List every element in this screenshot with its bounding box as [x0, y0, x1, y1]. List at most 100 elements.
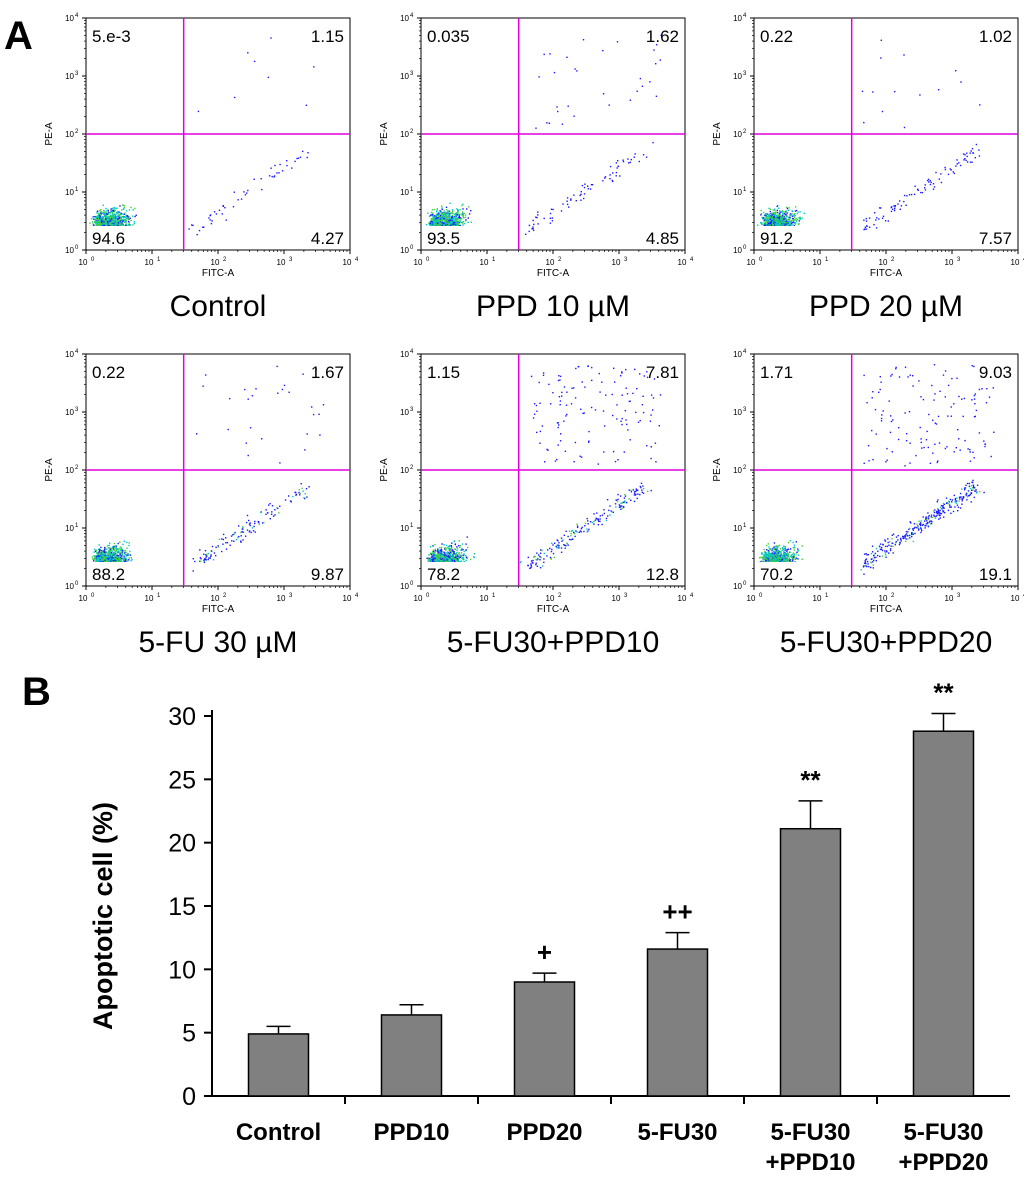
x-tick-exponent: 4 — [355, 257, 359, 263]
flow-panel: 0.22 1.02 91.2 7.57 10 0 10 0 10 1 10 1 10 2 10 2 10 3 10 3… — [668, 0, 1024, 323]
quadrant-upper-left-value: 0.22 — [92, 363, 125, 382]
quadrant-lower-left-value: 78.2 — [427, 565, 460, 584]
x-tick-label: 10 — [612, 258, 621, 267]
x-tick-exponent: 1 — [492, 257, 496, 263]
x-category-label: 5-FU30 — [637, 1119, 717, 1146]
quadrant-upper-right-value: 7.81 — [646, 363, 679, 382]
y-tick-label: 10 — [733, 408, 742, 417]
apoptosis-bar-chart: 0 5 10 15 20 25 30 Apoptotic cell (%) Control PPD… — [88, 677, 1010, 1176]
y-tick-label: 10 — [400, 350, 409, 359]
y-tick-exponent: 4 — [75, 349, 79, 355]
panel-label-a: A — [4, 14, 33, 58]
quadrant-lower-right-value: 7.57 — [979, 229, 1012, 248]
y-tick-exponent: 1 — [75, 523, 79, 529]
x-tick-label: 10 — [145, 258, 154, 267]
y-tick-label: 10 — [733, 582, 742, 591]
x-tick-exponent: 1 — [492, 593, 496, 599]
scatter-cloud — [425, 34, 662, 236]
y-tick-label: 0 — [182, 1083, 196, 1111]
x-tick-label: 10 — [945, 258, 954, 267]
bar — [779, 827, 842, 1097]
y-tick-exponent: 1 — [75, 187, 79, 193]
x-tick-label: 10 — [945, 594, 954, 603]
x-tick-label: 10 — [79, 594, 88, 603]
x-tick-exponent: 3 — [624, 257, 628, 263]
x-tick-exponent: 2 — [558, 593, 562, 599]
quadrant-lower-left-value: 88.2 — [92, 565, 125, 584]
flow-panel: 1.15 7.81 78.2 12.8 10 0 10 0 10 1 10 1 10 2 10 2 10 3 10 3… — [335, 336, 694, 659]
scatter-cloud — [425, 365, 662, 572]
significance-marker: ** — [933, 677, 954, 707]
y-tick-exponent: 2 — [743, 465, 747, 471]
y-axis-label: PE-A — [379, 458, 390, 482]
x-tick-label: 10 — [546, 594, 555, 603]
x-tick-exponent: 3 — [957, 257, 961, 263]
x-tick-exponent: 1 — [157, 257, 161, 263]
flow-panel-caption: Control — [169, 290, 267, 323]
x-tick-label: 10 — [546, 258, 555, 267]
x-tick-exponent: 0 — [426, 593, 430, 599]
y-tick-label: 10 — [400, 188, 409, 197]
y-tick-exponent: 3 — [75, 407, 79, 413]
y-axis-label: PE-A — [712, 122, 723, 146]
quadrant-lower-left-value: 93.5 — [427, 229, 460, 248]
x-tick-label: 10 — [414, 258, 423, 267]
x-tick-label: 10 — [1011, 258, 1020, 267]
y-tick-label: 25 — [168, 766, 196, 794]
flow-panel: 5.e-3 1.15 94.6 4.27 10 0 10 0 10 1 10 1 10 2 10 2 10 3 10… — [0, 0, 359, 323]
x-tick-label: 10 — [211, 594, 220, 603]
x-tick-exponent: 2 — [558, 257, 562, 263]
x-tick-exponent: 1 — [825, 593, 829, 599]
y-tick-label: 10 — [400, 524, 409, 533]
y-axis-label: PE-A — [379, 122, 390, 146]
y-tick-label: 10 — [400, 582, 409, 591]
y-tick-label: 10 — [65, 524, 74, 533]
quadrant-lower-right-value: 19.1 — [979, 565, 1012, 584]
x-tick-exponent: 0 — [759, 593, 763, 599]
x-tick-label: 10 — [480, 594, 489, 603]
x-category-label: +PPD10 — [765, 1149, 855, 1176]
y-tick-exponent: 4 — [743, 349, 747, 355]
x-axis-label: FITC-A — [870, 268, 903, 279]
x-tick-exponent: 4 — [355, 593, 359, 599]
bar — [912, 730, 975, 1097]
flow-panel: 0.035 1.62 93.5 4.85 10 0 10 0 10 1 10 1 10 2 10 2 10 3 10… — [335, 0, 694, 323]
quadrant-upper-right-value: 1.15 — [311, 27, 344, 46]
x-tick-exponent: 2 — [223, 257, 227, 263]
y-tick-exponent: 2 — [410, 129, 414, 135]
x-tick-label: 10 — [480, 258, 489, 267]
x-tick-exponent: 0 — [426, 257, 430, 263]
x-category-label: PPD10 — [373, 1119, 449, 1146]
x-category-label: 5-FU30 — [770, 1119, 850, 1146]
quadrant-upper-left-value: 0.035 — [427, 27, 470, 46]
flow-panel: 1.71 9.03 70.2 19.1 10 0 10 0 10 1 10 1 10 2 10 2 10 3 10 3… — [668, 336, 1024, 659]
y-tick-label: 5 — [182, 1020, 196, 1048]
y-tick-label: 10 — [65, 14, 74, 23]
y-axis-label: PE-A — [44, 458, 55, 482]
x-tick-label: 10 — [747, 594, 756, 603]
y-tick-label: 10 — [733, 246, 742, 255]
x-tick-label: 10 — [343, 594, 352, 603]
x-tick-exponent: 4 — [690, 257, 694, 263]
x-category-label: +PPD20 — [898, 1149, 988, 1176]
x-tick-label: 10 — [1011, 594, 1020, 603]
x-tick-label: 10 — [879, 258, 888, 267]
x-tick-label: 10 — [145, 594, 154, 603]
x-category-label: Control — [236, 1119, 321, 1146]
y-tick-label: 10 — [65, 408, 74, 417]
y-tick-exponent: 0 — [743, 581, 747, 587]
x-tick-label: 10 — [211, 258, 220, 267]
x-tick-exponent: 1 — [157, 593, 161, 599]
y-tick-label: 10 — [65, 72, 74, 81]
y-tick-exponent: 4 — [75, 13, 79, 19]
y-tick-exponent: 1 — [410, 187, 414, 193]
x-tick-label: 10 — [612, 594, 621, 603]
y-tick-exponent: 0 — [410, 245, 414, 251]
flow-panel-caption: 5-FU 30 µM — [138, 626, 298, 659]
x-tick-exponent: 3 — [624, 593, 628, 599]
x-tick-label: 10 — [813, 594, 822, 603]
y-tick-exponent: 3 — [743, 71, 747, 77]
y-tick-exponent: 4 — [410, 349, 414, 355]
